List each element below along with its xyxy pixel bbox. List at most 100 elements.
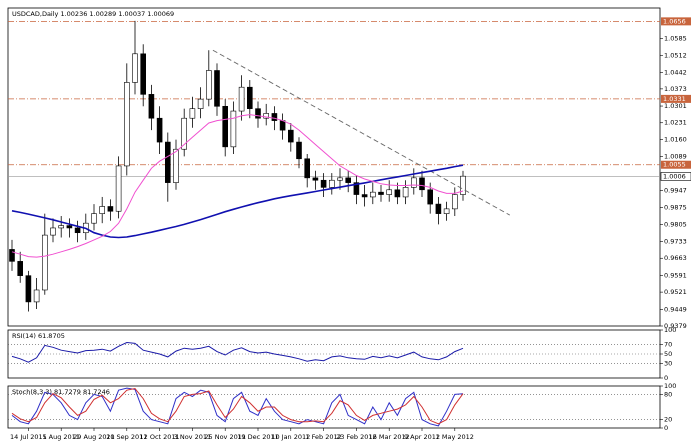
y-tick-label: 70 <box>664 340 672 348</box>
candle-body <box>304 158 311 179</box>
candle-body <box>17 261 24 276</box>
x-tick-label: 14 Jul 2011 <box>10 433 47 441</box>
candle-body <box>173 148 179 183</box>
candle-body <box>189 108 196 119</box>
x-tick-label: 3 Nov 2011 <box>174 433 212 441</box>
candle-body <box>435 203 442 214</box>
candle-body <box>361 194 368 198</box>
y-tick-label: 1.0512 <box>664 52 687 60</box>
candle-body <box>427 189 434 205</box>
x-tick-label: 9 Apr 2012 <box>404 433 440 441</box>
y-tick-label: 1.0301 <box>664 102 687 110</box>
x-tick-label: 19 Dec 2011 <box>237 433 279 441</box>
y-tick-label: 1.0585 <box>664 34 687 42</box>
x-tick-label: 10 Jan 2012 <box>271 433 310 441</box>
candle-body <box>156 117 163 143</box>
candle-body <box>41 234 48 291</box>
candle-body <box>328 179 335 188</box>
candle-body <box>25 275 32 303</box>
candle-body <box>107 206 114 212</box>
level-label-box <box>661 94 691 103</box>
candle-body <box>353 182 360 195</box>
y-tick-label: 0.9449 <box>664 305 687 313</box>
y-tick-label: 20 <box>664 416 672 424</box>
candle-body <box>255 108 261 119</box>
candle-body <box>263 113 270 119</box>
last-price-box <box>660 172 691 181</box>
level-label-box <box>661 17 691 26</box>
panel-title: Stoch(8,3,3) 81.7279 81.7246 <box>12 388 110 396</box>
candle-body <box>74 227 81 234</box>
y-tick-label: 1.0231 <box>664 119 687 127</box>
trend-line <box>212 49 510 216</box>
candle-body <box>165 141 171 183</box>
x-tick-label: 25 Nov 2011 <box>204 433 246 441</box>
candle-body <box>386 189 393 195</box>
y-tick-label: 1.0373 <box>664 85 687 93</box>
y-tick-label: 80 <box>664 390 672 398</box>
candle-body <box>132 53 138 83</box>
candle-body <box>451 194 458 210</box>
candle-body <box>460 175 466 195</box>
candle-body <box>394 189 401 198</box>
y-tick-label: 100 <box>664 326 676 334</box>
candle-body <box>9 249 15 262</box>
y-tick-label: 0.9521 <box>664 288 687 296</box>
panel-title: USDCAD,Daily 1.00236 1.00289 1.00037 1.0… <box>12 10 174 18</box>
candle-body <box>115 165 122 212</box>
candle-body <box>419 177 425 191</box>
candle-body <box>279 120 286 131</box>
y-tick-label: 1.0160 <box>664 136 687 144</box>
candle-body <box>181 117 187 150</box>
x-tick-label: 5 Aug 2011 <box>42 433 80 441</box>
y-tick-label: 0.9733 <box>664 238 687 246</box>
candle-body <box>312 177 319 181</box>
y-tick-label: 0 <box>664 424 668 432</box>
x-tick-label: 20 Sep 2011 <box>106 433 147 441</box>
indicator-line <box>11 341 464 363</box>
indicator-line <box>11 114 464 258</box>
panel-border <box>7 7 661 327</box>
candle-body <box>337 177 343 181</box>
x-tick-label: 12 Oct 2011 <box>140 433 180 441</box>
candle-body <box>91 213 97 224</box>
candle-body <box>206 70 212 100</box>
candle-body <box>214 70 220 107</box>
candle-body <box>197 98 204 109</box>
level-label: 1.0331 <box>663 95 686 103</box>
candle-body <box>247 86 253 109</box>
indicator-line <box>11 164 464 239</box>
y-tick-label: 50 <box>664 350 672 358</box>
candle-body <box>140 53 146 95</box>
panel-title: RSI(14) 61.8705 <box>12 332 65 340</box>
candle-body <box>124 82 130 167</box>
y-tick-label: 0.9805 <box>664 220 687 228</box>
candle-body <box>443 208 450 214</box>
candle-body <box>287 129 294 143</box>
y-tick-label: 1.0089 <box>664 153 687 161</box>
last-price-label: 1.0006 <box>663 172 686 180</box>
y-tick-label: 30 <box>664 360 672 368</box>
candle-body <box>296 141 302 160</box>
candle-body <box>345 177 352 183</box>
candle-body <box>33 289 40 303</box>
y-tick-label: 0.9947 <box>664 186 687 194</box>
candle-body <box>99 206 105 214</box>
candle-body <box>66 225 73 229</box>
candle-body <box>402 187 409 198</box>
indicator-line <box>11 387 464 427</box>
x-tick-label: 1 May 2012 <box>436 433 474 441</box>
candle-body <box>238 86 245 112</box>
level-label: 1.0656 <box>663 17 686 25</box>
candle-body <box>320 179 327 188</box>
candle-body <box>369 191 376 198</box>
candle-body <box>410 177 417 188</box>
candle-body <box>58 225 65 229</box>
y-tick-label: 1.0442 <box>664 68 687 76</box>
x-tick-label: 1 Feb 2012 <box>305 433 341 441</box>
x-tick-label: 16 Mar 2012 <box>369 433 410 441</box>
y-tick-label: 0.9379 <box>664 322 687 330</box>
candle-body <box>50 227 56 236</box>
